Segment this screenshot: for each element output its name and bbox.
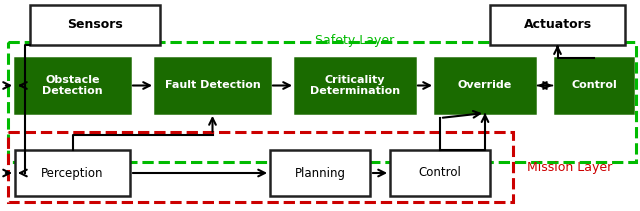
Bar [270, 150, 370, 196]
Text: Sensors: Sensors [67, 19, 123, 31]
Bar [555, 58, 633, 113]
Bar [15, 150, 130, 196]
Bar [295, 58, 415, 113]
Text: Override: Override [458, 81, 512, 91]
Text: Mission Layer: Mission Layer [527, 161, 612, 174]
Text: Fault Detection: Fault Detection [164, 81, 260, 91]
Bar [435, 58, 535, 113]
Bar [490, 5, 625, 45]
Bar [155, 58, 270, 113]
Text: Perception: Perception [41, 166, 104, 180]
Text: Planning: Planning [294, 166, 346, 180]
Text: Control: Control [419, 166, 461, 180]
Text: Control: Control [571, 81, 617, 91]
Bar [15, 58, 130, 113]
Text: Obstacle
Detection: Obstacle Detection [42, 75, 103, 96]
Text: Actuators: Actuators [524, 19, 591, 31]
Text: Criticality
Determination: Criticality Determination [310, 75, 400, 96]
Bar [390, 150, 490, 196]
Text: Safety Layer: Safety Layer [316, 34, 395, 47]
Bar [8, 132, 513, 202]
Bar [30, 5, 160, 45]
Bar [8, 42, 636, 162]
